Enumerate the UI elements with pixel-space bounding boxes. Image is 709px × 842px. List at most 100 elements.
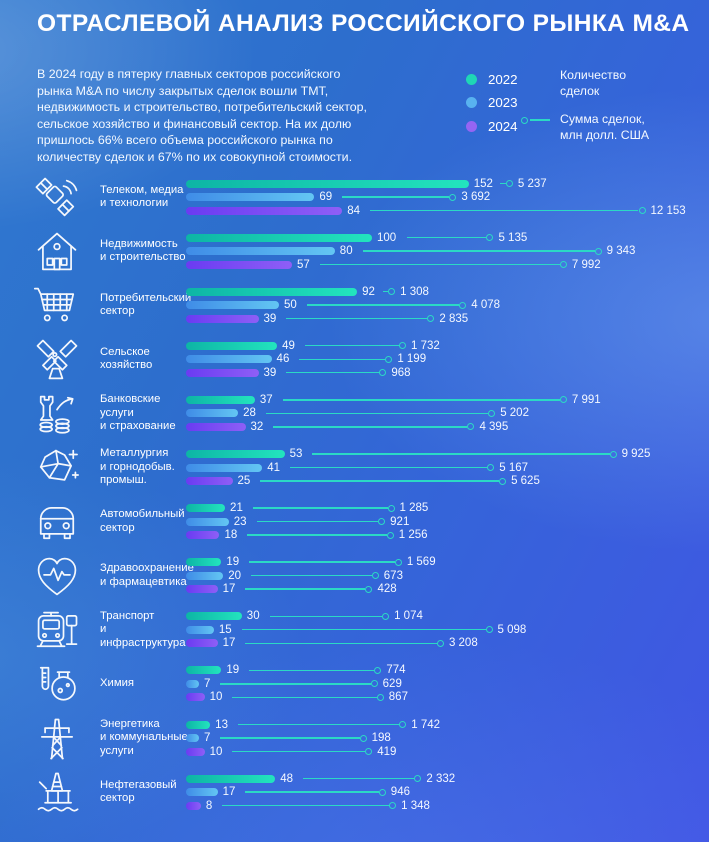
sector-label: Нефтегазовый сектор: [100, 769, 188, 816]
sum-line: [241, 629, 486, 631]
count-bar-2023: [186, 625, 214, 634]
energy-icon: [31, 713, 83, 765]
sum-value: 629: [382, 677, 402, 690]
count-value: 10: [209, 691, 223, 704]
count-value: 48: [280, 772, 294, 785]
sum-line: [406, 236, 487, 239]
sector-label-line: и фармацевтика: [100, 575, 187, 588]
sector-label-line: Потребительский: [100, 291, 192, 304]
sum-point-icon: [459, 301, 467, 309]
sector-label-line: Здравоохранение: [100, 562, 194, 575]
count-value: 41: [267, 461, 281, 474]
sum-point-icon: [449, 193, 457, 201]
sum-point-icon: [374, 666, 382, 674]
count-value: 39: [263, 366, 277, 379]
sum-point-icon: [385, 355, 393, 363]
count-value: 92: [362, 285, 375, 298]
sum-point-icon: [371, 572, 379, 580]
sector-row: Химия 19 774 7 629 10 867: [0, 660, 709, 714]
count-value: 13: [215, 718, 228, 731]
sector-label: Потребительский сектор: [100, 282, 192, 329]
sector-label: Металлургия и горнодобыв. промыш.: [100, 444, 188, 491]
sum-line: [251, 574, 372, 577]
sum-value: 9 343: [606, 245, 636, 258]
legend-dot-2024-icon: [466, 120, 477, 132]
oil-rig-icon: [31, 767, 83, 819]
sum-value: 198: [371, 732, 391, 744]
count-value: 23: [233, 515, 247, 528]
sum-line: [249, 669, 375, 672]
sum-value: 3 692: [461, 191, 491, 203]
house-icon: [31, 226, 83, 278]
count-value: 50: [284, 299, 297, 312]
sum-value: 1 742: [411, 718, 441, 731]
count-bar-2022: [186, 287, 358, 296]
sum-value: 12 153: [650, 204, 686, 217]
sum-value: 5 625: [511, 475, 540, 487]
sum-line: [319, 263, 560, 266]
legend-years: 2022 2023 2024: [466, 68, 518, 138]
legend-dot-2023-icon: [466, 97, 477, 109]
sector-label-line: Металлургия: [100, 447, 169, 460]
health-icon: [31, 550, 83, 602]
sector-label: Недвижимость и строительство: [100, 228, 188, 275]
sum-value: 5 135: [498, 231, 528, 244]
sum-point-icon: [486, 234, 494, 242]
sum-line: [304, 345, 399, 347]
sum-line: [303, 777, 415, 780]
count-bar-2022: [186, 341, 278, 350]
sector-row: Недвижимость и строительство 100 5 135 80 9 3…: [0, 228, 709, 282]
sum-point-icon: [594, 247, 602, 255]
sum-line: [342, 196, 450, 198]
sector-label-line: услуги: [100, 744, 134, 757]
count-value: 17: [222, 583, 236, 596]
count-bar-2022: [186, 774, 276, 783]
legend-dot-2022-icon: [466, 74, 477, 86]
count-value: 17: [222, 637, 236, 650]
sector-row: Потребительский сектор 92 1 308 50 4 078 39 2 8…: [0, 282, 709, 336]
sum-line: [219, 683, 371, 685]
sum-point-icon: [378, 788, 386, 796]
sum-line: [286, 317, 428, 320]
sum-line: [306, 304, 460, 306]
sum-value: 1 308: [400, 285, 429, 298]
sector-label: Автомобильный сектор: [100, 498, 188, 545]
count-bar-2022: [186, 179, 469, 188]
count-bar-2024: [186, 477, 233, 485]
sum-line: [232, 696, 377, 699]
count-bar-2024: [186, 639, 218, 648]
sum-point-icon: [488, 409, 496, 417]
sum-value: 4 078: [471, 299, 501, 312]
sum-line: [282, 399, 560, 401]
sector-row: Сельское хозяйство 49 1 732 46 1 199 39 968: [0, 336, 709, 390]
sum-point-icon: [394, 558, 402, 566]
count-value: 7: [204, 677, 211, 690]
sum-line: [260, 480, 500, 482]
sector-label-line: Сельское: [100, 345, 150, 358]
sum-value: 2 332: [426, 772, 456, 785]
sum-value: 2 835: [439, 312, 469, 325]
count-bar-2024: [186, 260, 293, 269]
sum-point-icon: [376, 693, 384, 701]
sector-label-line: сектор: [100, 521, 135, 534]
sector-label: Здравоохранение и фармацевтика: [100, 552, 194, 599]
ore-icon: [31, 442, 83, 494]
sum-line: [245, 642, 437, 644]
count-bar-2022: [186, 233, 372, 242]
count-value: 84: [347, 204, 361, 217]
count-value: 19: [226, 556, 240, 569]
count-value: 100: [377, 231, 397, 244]
sector-label-line: и коммунальные: [100, 731, 188, 744]
sum-point-icon: [485, 626, 493, 634]
sector-label-line: и горнодобыв.: [100, 460, 175, 473]
count-value: 32: [250, 420, 264, 433]
legend-year-label: 2023: [488, 95, 518, 111]
sum-value: 7 992: [571, 258, 601, 271]
count-value: 39: [263, 312, 277, 325]
sum-value: 673: [383, 569, 403, 582]
sector-label-line: Телеком, медиа: [100, 183, 184, 196]
sum-line: [232, 750, 366, 753]
sector-row: Транспорт и инфраструктура 30 1 074 15 5 098 1…: [0, 606, 709, 660]
sum-line: [370, 209, 639, 212]
